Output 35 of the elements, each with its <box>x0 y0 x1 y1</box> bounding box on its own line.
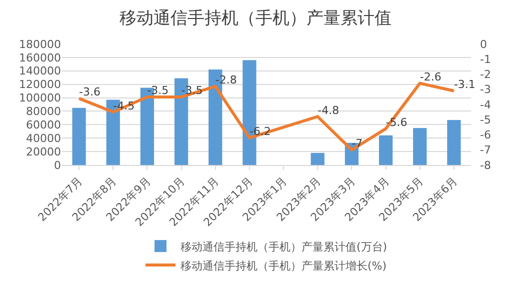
y2-tick-label: -6 <box>480 128 491 142</box>
y2-tick-label: 0 <box>480 38 487 51</box>
y2-tick-label: -3 <box>480 83 491 96</box>
y-tick-label: 140000 <box>19 64 61 78</box>
data-label: -6.2 <box>249 125 271 138</box>
chart-title: 移动通信手持机（手机）产量累计值 <box>120 8 392 29</box>
y2-tick-label: -2 <box>480 68 491 82</box>
data-label: -3.1 <box>454 78 476 92</box>
y2-tick-label: -7 <box>480 144 491 157</box>
data-label: -3.5 <box>181 84 203 98</box>
legend-label: 移动通信手持机（手机）产量累计增长(%) <box>180 259 387 272</box>
y-tick-label: 160000 <box>19 51 61 64</box>
y-tick-label: 0 <box>54 158 61 172</box>
y-tick-label: 80000 <box>26 105 61 118</box>
bar <box>310 152 324 165</box>
y-tick-label: 40000 <box>26 132 61 145</box>
y2-tick-label: -4 <box>480 98 491 112</box>
legend-label: 移动通信手持机（手机）产量累计值(万台) <box>180 240 388 254</box>
y-tick-label: 180000 <box>19 38 61 51</box>
bar <box>72 108 86 165</box>
data-label: -4.5 <box>113 99 135 112</box>
y-tick-label: 20000 <box>26 145 61 158</box>
y-tick-label: 100000 <box>19 92 61 105</box>
bar <box>378 135 393 165</box>
data-label: -3.6 <box>79 86 101 99</box>
y-tick-label: 120000 <box>19 78 61 92</box>
data-label: -4.8 <box>318 104 340 117</box>
bar <box>413 128 427 165</box>
y2-tick-label: -1 <box>480 52 491 66</box>
bar <box>447 120 461 165</box>
data-label: -2.6 <box>420 70 442 84</box>
data-label: -7 <box>352 137 363 150</box>
y-tick-label: 60000 <box>26 118 61 132</box>
y2-tick-label: -8 <box>480 158 491 172</box>
y2-tick-label: -5 <box>480 113 491 126</box>
